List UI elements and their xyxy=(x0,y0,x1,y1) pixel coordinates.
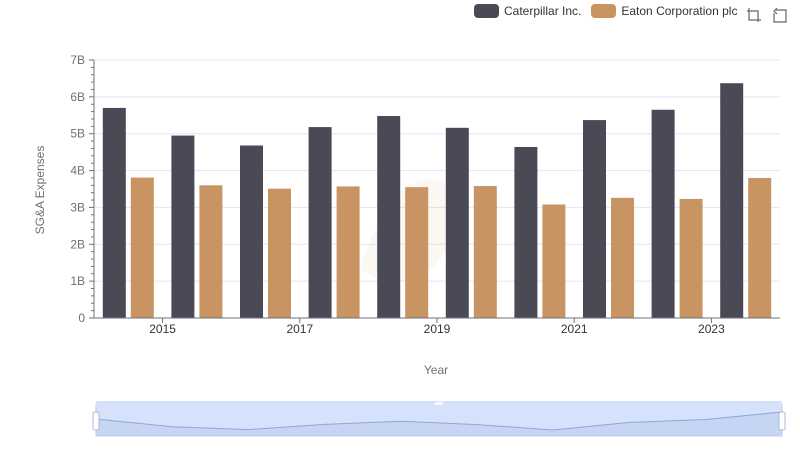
y-tick-label: 5B xyxy=(70,127,85,141)
bar-eaton-2016[interactable] xyxy=(268,188,291,318)
y-axis-label: SG&A Expenses xyxy=(33,146,47,235)
slider-preview-area xyxy=(96,412,782,436)
x-tick-label: 2017 xyxy=(286,322,313,336)
y-tick-label: 1B xyxy=(70,274,85,288)
axes: 0 1B 2B 3B 4B 5B 6B 7B 2015 2017 2019 2021 2023 xyxy=(70,53,780,336)
legend-item-eaton[interactable]: Eaton Corporation plc xyxy=(591,4,737,18)
bar-caterpillar-2018[interactable] xyxy=(377,116,401,318)
slider-handle-right[interactable] xyxy=(778,411,786,431)
slider-grip[interactable] xyxy=(435,402,443,405)
bar-eaton-2022[interactable] xyxy=(679,198,703,318)
x-tick-label: 2023 xyxy=(698,322,725,336)
toolbox xyxy=(746,7,788,23)
y-tick-label: 7B xyxy=(70,53,85,67)
x-tick-label: 2015 xyxy=(149,322,176,336)
bar-eaton-2023[interactable] xyxy=(748,177,772,318)
bar-caterpillar-2014[interactable] xyxy=(102,107,126,319)
zoom-icon[interactable] xyxy=(746,7,762,23)
bar-caterpillar-2022[interactable] xyxy=(651,109,675,318)
bar-caterpillar-2017[interactable] xyxy=(308,127,332,318)
legend-item-caterpillar[interactable]: Caterpillar Inc. xyxy=(474,4,581,18)
bar-caterpillar-2023[interactable] xyxy=(720,83,744,318)
x-axis-label: Year xyxy=(424,363,448,377)
bar-caterpillar-2015[interactable] xyxy=(171,135,195,318)
y-tick-label: 3B xyxy=(70,200,85,214)
x-tick-label: 2019 xyxy=(424,322,451,336)
legend-label-caterpillar: Caterpillar Inc. xyxy=(504,4,582,18)
bar-caterpillar-2020[interactable] xyxy=(514,146,538,318)
bar-caterpillar-2019[interactable] xyxy=(445,127,469,319)
legend-label-eaton: Eaton Corporation plc xyxy=(621,4,738,18)
bar-eaton-2020[interactable] xyxy=(542,204,566,318)
bar-eaton-2021[interactable] xyxy=(611,197,634,318)
bar-eaton-2014[interactable] xyxy=(130,177,154,318)
y-tick-label: 4B xyxy=(70,164,85,178)
bar-caterpillar-2021[interactable] xyxy=(583,120,606,318)
data-zoom-slider[interactable] xyxy=(92,401,786,437)
bar-eaton-2018[interactable] xyxy=(405,187,429,318)
x-tick-label: 2021 xyxy=(561,322,588,336)
bars xyxy=(102,83,772,319)
y-tick-label: 0 xyxy=(78,311,85,325)
legend-swatch-eaton xyxy=(591,4,617,18)
y-tick-label: 6B xyxy=(70,90,85,104)
bar-eaton-2017[interactable] xyxy=(336,186,360,318)
bar-eaton-2015[interactable] xyxy=(199,185,223,318)
bar-caterpillar-2016[interactable] xyxy=(240,145,263,318)
legend: Caterpillar Inc. Eaton Corporation plc xyxy=(474,4,737,18)
y-tick-label: 2B xyxy=(70,237,85,251)
legend-swatch-caterpillar xyxy=(474,4,499,18)
bar-eaton-2019[interactable] xyxy=(473,186,497,318)
slider-preview-line xyxy=(95,411,783,431)
slider-handle-left[interactable] xyxy=(92,411,100,431)
restore-icon[interactable] xyxy=(772,7,788,23)
